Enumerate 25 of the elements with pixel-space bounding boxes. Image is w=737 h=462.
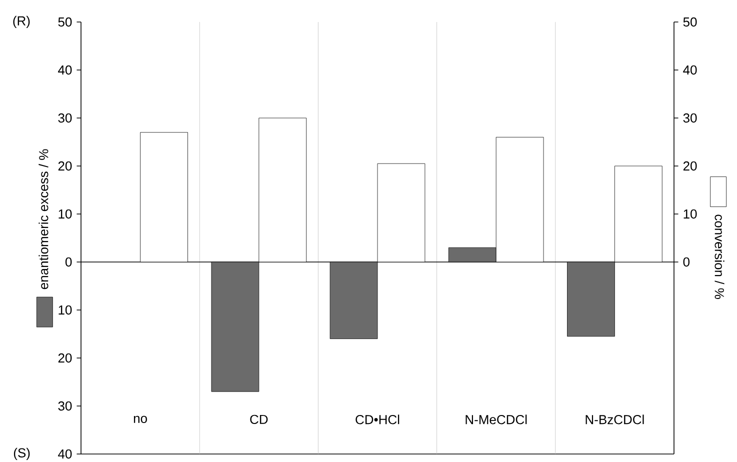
y-tick-label: 30 (58, 401, 72, 411)
y2-tick-label: 50 (683, 17, 697, 27)
x-tick-label: CD (250, 414, 268, 424)
y2-tick-label: 30 (683, 113, 697, 123)
x-tick-label: CD•HCl (356, 414, 400, 424)
y-axis-title: enantiomeric excess / % (38, 149, 48, 290)
y2-tick-label: 20 (683, 161, 697, 171)
y-tick-label: 40 (58, 65, 72, 75)
text: (S) (14, 448, 30, 460)
x-tick-label: no (134, 416, 147, 423)
text: (R) (13, 16, 30, 28)
y-tick-label: 40 (58, 449, 72, 459)
y2-tick-label: 0 (683, 257, 690, 267)
y2-axis-title: conversion / % (714, 214, 724, 299)
y-tick-label: 0 (65, 257, 72, 267)
y2-tick-label: 40 (683, 65, 697, 75)
x-tick-label: N-BzCDCl (586, 414, 644, 424)
y-tick-label: 20 (58, 353, 72, 363)
y-tick-label: 30 (58, 113, 72, 123)
x-tick-label: N-MeCDCl (466, 414, 527, 424)
y-tick-label: 10 (58, 209, 72, 219)
y-tick-label: 10 (58, 305, 72, 315)
y2-tick-label: 10 (684, 209, 697, 219)
y-tick-label: 20 (58, 161, 72, 171)
y-tick-label: 50 (58, 17, 72, 27)
